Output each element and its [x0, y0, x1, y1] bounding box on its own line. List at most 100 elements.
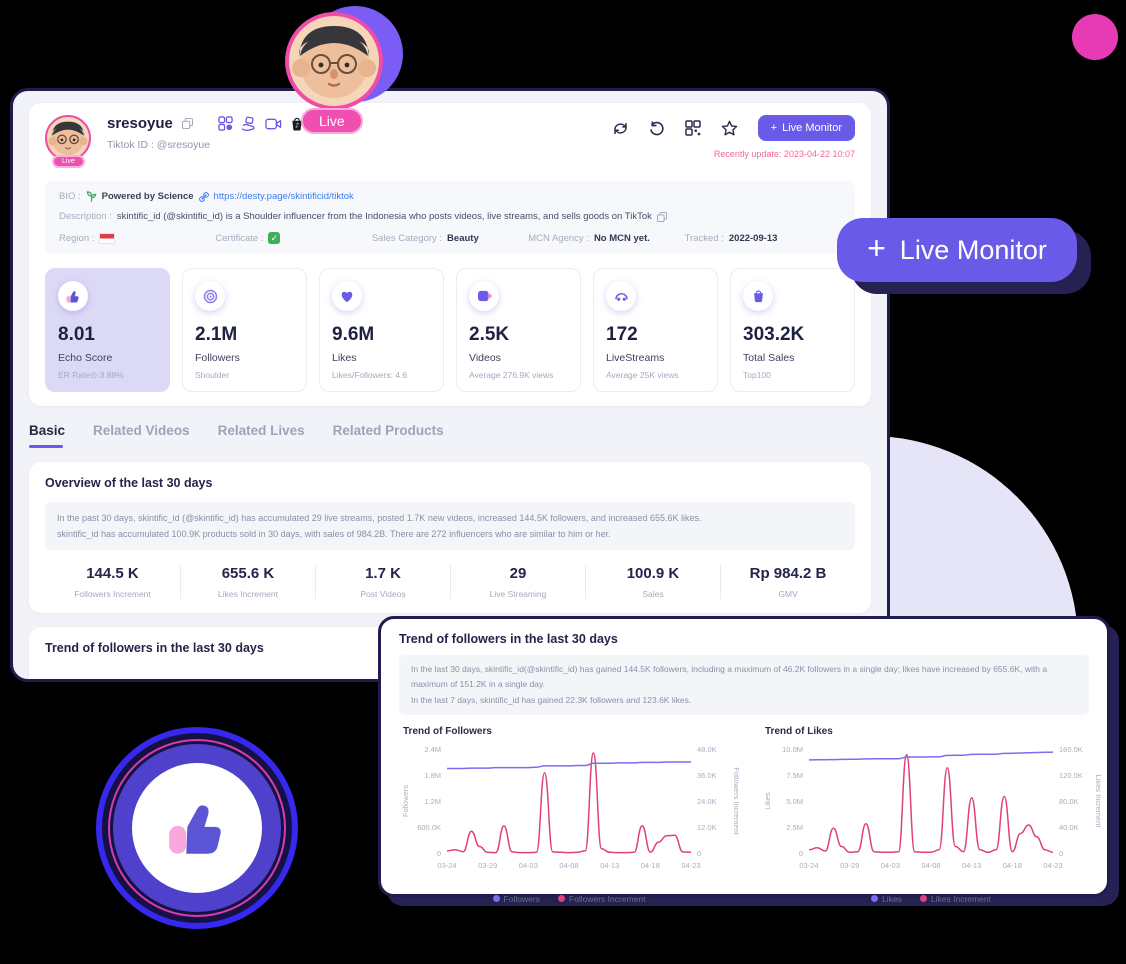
copy-username-icon[interactable]: [181, 118, 193, 129]
trend-panel: Trend of followers in the last 30 days I…: [378, 616, 1110, 904]
followers-chart-legend: Followers Followers Increment: [399, 894, 739, 904]
svg-text:0: 0: [437, 849, 441, 858]
live-monitor-floating-button[interactable]: + Live Monitor: [837, 218, 1077, 282]
legend-followers-increment[interactable]: Followers Increment: [557, 894, 645, 904]
overview-summary-line1: In the past 30 days, skintific_id (@skin…: [57, 513, 702, 523]
likes-chart-title: Trend of Likes: [765, 725, 833, 737]
followers-chart-title: Trend of Followers: [403, 725, 492, 737]
live-broadcast-icon: [606, 281, 636, 311]
svg-text:Likes: Likes: [763, 792, 772, 810]
legend-dot-followers-increment: [557, 894, 565, 902]
legend-dot-likes-increment: [919, 894, 927, 902]
description-label: Description :: [59, 211, 112, 222]
svg-text:120.0K: 120.0K: [1059, 771, 1083, 780]
tracked-item: Tracked : 2022-09-13: [684, 232, 778, 244]
profile-info-box: BIO : Powered by Science https://desty.p…: [45, 181, 855, 254]
stat-card-likes[interactable]: 9.6M Likes Likes/Followers: 4.6: [319, 268, 444, 392]
thumbs-up-badge-decoration: [96, 727, 298, 929]
sprout-icon: [86, 191, 97, 202]
trend-summary: In the last 30 days, skintific_id(@skint…: [399, 655, 1089, 715]
svg-text:03-29: 03-29: [478, 861, 497, 870]
svg-text:0: 0: [1059, 849, 1063, 858]
trend-summary-line1: In the last 30 days, skintific_id(@skint…: [411, 664, 1048, 690]
avatar: [285, 12, 383, 110]
description-text: skintific_id (@skintific_id) is a Should…: [116, 211, 652, 222]
overview-stat-sales: 100.9 K Sales: [585, 565, 720, 600]
overview-summary-line2: skintific_id has accumulated 100.9K prod…: [57, 529, 611, 540]
overview-summary: In the past 30 days, skintific_id (@skin…: [45, 502, 855, 551]
qr-code-icon[interactable]: [684, 120, 701, 136]
tiktok-shop-icon[interactable]: ♪: [290, 116, 304, 131]
refresh-icon[interactable]: [612, 121, 629, 136]
plus-icon: +: [867, 230, 886, 266]
bio-text: Powered by Science: [101, 191, 194, 202]
likes-chart-legend: Likes Likes Increment: [761, 894, 1101, 904]
svg-text:04-03: 04-03: [519, 861, 538, 870]
bag-icon: [743, 281, 773, 311]
video-camera-icon[interactable]: [265, 117, 282, 131]
plus-icon: +: [770, 122, 778, 134]
svg-text:7.5M: 7.5M: [786, 771, 803, 780]
profile-avatar: [45, 115, 91, 161]
indonesia-flag-icon: [99, 232, 116, 244]
profile-header-card: Live sresoyue: [29, 103, 871, 406]
stat-cards-row: 8.01 Echo Score ER Rate⊙:3.88% 2.1M Foll…: [45, 268, 855, 392]
stat-card-followers[interactable]: 2.1M Followers Shoulder: [182, 268, 307, 392]
thumbs-up-icon: [58, 281, 88, 311]
profile-quick-icons: ♪: [218, 116, 304, 131]
username: sresoyue: [107, 115, 173, 132]
profile-header-row: Live sresoyue: [45, 115, 855, 171]
svg-text:♪: ♪: [295, 122, 299, 130]
svg-text:2.5M: 2.5M: [786, 823, 803, 832]
tab-related-videos[interactable]: Related Videos: [93, 423, 190, 438]
video-icon: [469, 281, 499, 311]
profile-panel: Live sresoyue: [10, 88, 890, 682]
legend-dot-followers: [492, 894, 500, 902]
stat-card-echo-score[interactable]: 8.01 Echo Score ER Rate⊙:3.88%: [45, 268, 170, 392]
stat-card-videos[interactable]: 2.5K Videos Average 276.9K views: [456, 268, 581, 392]
svg-text:04-03: 04-03: [881, 861, 900, 870]
svg-text:04-18: 04-18: [641, 861, 660, 870]
avatar-face-icon: [48, 121, 88, 156]
tab-basic[interactable]: Basic: [29, 423, 65, 448]
stat-card-livestreams[interactable]: 172 LiveStreams Average 25K views: [593, 268, 718, 392]
apps-grid-icon[interactable]: [218, 116, 233, 131]
live-monitor-button[interactable]: + Live Monitor: [757, 115, 855, 141]
tabs-row: Basic Related Videos Related Lives Relat…: [29, 423, 871, 448]
pink-dot-decoration: [1072, 14, 1118, 60]
stat-card-total-sales[interactable]: 303.2K Total Sales Top100: [730, 268, 855, 392]
svg-text:36.0K: 36.0K: [697, 771, 717, 780]
svg-text:80.0K: 80.0K: [1059, 797, 1079, 806]
svg-text:600.0K: 600.0K: [417, 823, 441, 832]
legend-likes-increment[interactable]: Likes Increment: [919, 894, 991, 904]
svg-text:5.0M: 5.0M: [786, 797, 803, 806]
legend-followers[interactable]: Followers: [492, 894, 540, 904]
bio-link[interactable]: https://desty.page/skintificid/tiktok: [213, 191, 354, 202]
tab-related-lives[interactable]: Related Lives: [217, 423, 305, 438]
chart-canvas: 0 600.0K 1.2M 1.8M 2.4M 0 12.0K 24.0K 36.0K 48.0K…: [401, 745, 741, 870]
history-reload-icon[interactable]: [649, 120, 665, 136]
copy-description-icon[interactable]: [656, 211, 667, 222]
svg-text:03-24: 03-24: [437, 861, 456, 870]
svg-text:1.2M: 1.2M: [424, 797, 441, 806]
legend-likes[interactable]: Likes: [871, 894, 902, 904]
svg-text:Likes Increment: Likes Increment: [1094, 774, 1101, 828]
overview-stat-live-streaming: 29 Live Streaming: [450, 565, 585, 600]
svg-text:04-13: 04-13: [600, 861, 619, 870]
tab-related-products[interactable]: Related Products: [332, 423, 444, 438]
overview-stats-row: 144.5 K Followers Increment 655.6 K Like…: [45, 565, 855, 600]
thumbs-up-badge-band: [113, 744, 281, 912]
certificate-icon: ✓: [268, 232, 281, 244]
svg-text:48.0K: 48.0K: [697, 745, 717, 754]
svg-text:03-24: 03-24: [799, 861, 818, 870]
heart-icon: [332, 281, 362, 311]
recently-update-text: Recently update: 2023-04-22 10:07: [713, 149, 855, 159]
thumbs-up-badge-ring: [108, 739, 286, 917]
overview-stat-gmv: Rp 984.2 B GMV: [720, 565, 855, 600]
favorite-star-icon[interactable]: [721, 120, 738, 136]
svg-text:40.0K: 40.0K: [1059, 823, 1079, 832]
svg-text:0: 0: [799, 849, 803, 858]
trend-section-heading: Trend of followers in the last 30 days: [45, 641, 264, 656]
svg-text:04-08: 04-08: [559, 861, 578, 870]
creator-hand-icon[interactable]: [241, 116, 257, 131]
